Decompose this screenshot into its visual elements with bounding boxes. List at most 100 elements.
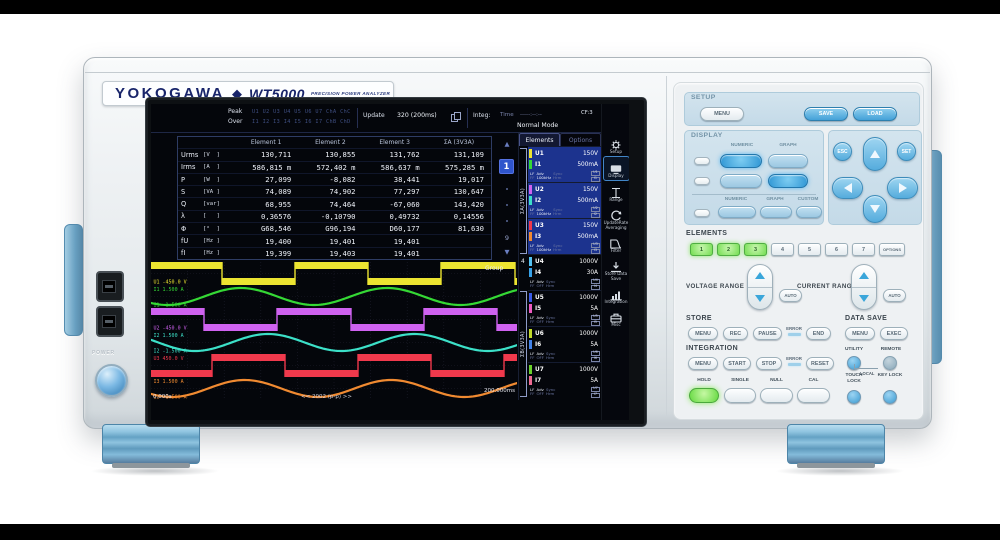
store-menu-button[interactable]: MENU — [688, 327, 718, 340]
sidebar-item-updaterate-averaging[interactable]: UpdateRate Averaging — [603, 204, 630, 232]
tab-elements[interactable]: Elements — [519, 133, 560, 146]
element-block-3[interactable]: U3 150V I3 500mA LF FF Adv 100kHz Sync Hrm U3 I3 — [528, 218, 602, 254]
integration-start-button[interactable]: START — [723, 357, 751, 370]
custom-numeric-button[interactable] — [718, 206, 756, 218]
save-button[interactable]: SAVE — [804, 107, 848, 121]
esc-button[interactable]: ESC — [833, 142, 852, 161]
up-arrow-button[interactable] — [863, 137, 887, 171]
voltage-range-up-button[interactable] — [748, 265, 772, 287]
lf-ff-setting: LF FF — [530, 170, 535, 180]
sync-source-box: I7 — [591, 392, 600, 398]
custom-button[interactable] — [796, 206, 822, 218]
measurement-value: 130,711 — [260, 150, 292, 160]
svg-text:U1 450.0 V: U1 450.0 V — [154, 264, 184, 270]
measurement-value: 19,400 — [265, 236, 292, 246]
current-row: I3 500mA — [529, 231, 600, 242]
up-triangle-icon — [755, 272, 765, 280]
numeric-display-button[interactable] — [720, 154, 762, 168]
last-page[interactable]: 9 — [504, 234, 510, 242]
integration-title: INTEGRATION — [686, 345, 739, 352]
sidebar-item-setup[interactable]: Setup — [603, 133, 630, 156]
load-button[interactable]: LOAD — [853, 107, 897, 121]
sidebar-item-label: Store Data Save — [604, 271, 628, 282]
right-arrow-button[interactable] — [887, 177, 918, 199]
measurement-unit-label: [ ] — [203, 213, 220, 220]
sidebar-item-store-data-save[interactable]: Store Data Save — [603, 255, 630, 283]
left-arrow-button[interactable] — [832, 177, 863, 199]
power-label: POWER — [92, 350, 115, 356]
page-up-arrow[interactable]: ▲ — [504, 140, 510, 148]
usb-port-2[interactable] — [96, 306, 124, 337]
svg-text:I3 1.500 A: I3 1.500 A — [154, 379, 184, 385]
element-7-button[interactable]: 7 — [852, 243, 875, 256]
null-button[interactable] — [760, 388, 793, 403]
voltage-auto-button[interactable]: AUTO — [779, 289, 802, 302]
element-4-button[interactable]: 4 — [771, 243, 794, 256]
adv-freq-setting: Adv 100kHz — [536, 206, 552, 216]
touch-lock-button[interactable] — [847, 390, 861, 404]
graph-display-button-2[interactable] — [768, 174, 808, 188]
element-buttons: 1 2 3 4 5 6 7 OPTIONS — [690, 243, 905, 256]
cal-button[interactable] — [797, 388, 830, 403]
page-down-arrow[interactable]: ▼ — [504, 248, 510, 256]
current-color-bar — [529, 376, 532, 385]
setup-menu-button[interactable]: MENU — [700, 107, 744, 121]
integration-stop-button[interactable]: STOP — [756, 357, 782, 370]
down-triangle-icon — [755, 294, 765, 302]
element-1-button[interactable]: 1 — [690, 243, 713, 256]
integration-reset-button[interactable]: RESET — [806, 357, 834, 370]
channel-range: 150V — [582, 186, 598, 193]
integration-menu-button[interactable]: MENU — [688, 357, 718, 370]
down-arrow-button[interactable] — [863, 195, 887, 223]
data-save-menu-button[interactable]: MENU — [845, 327, 875, 340]
utility-button[interactable] — [847, 356, 861, 370]
element-block-1[interactable]: U1 150V I1 500mA LF FF Adv 100kHz Sync Hrm U1 I1 — [528, 146, 602, 182]
tab-options[interactable]: Options — [560, 133, 601, 146]
store-pause-button[interactable]: PAUSE — [753, 327, 782, 340]
channel-name: U4 — [535, 258, 544, 265]
element-5-button[interactable]: 5 — [798, 243, 821, 256]
hold-button[interactable] — [689, 388, 719, 403]
element-block-5[interactable]: U5 1000V I5 5A LF FF Adv OFF Sync Hrm U5 I5 — [528, 290, 602, 326]
numeric-display-button-2[interactable] — [720, 174, 762, 188]
element-2-button[interactable]: 2 — [717, 243, 740, 256]
current-range-up-button[interactable] — [852, 265, 876, 287]
single-button[interactable] — [724, 388, 756, 403]
up-triangle-icon — [859, 272, 869, 280]
element-block-6[interactable]: U6 1000V I6 5A LF FF Adv OFF Sync Hrm U6 I6 — [528, 326, 602, 362]
key-lock-button[interactable] — [883, 390, 897, 404]
sidebar-item-range[interactable]: Range — [603, 181, 630, 204]
element-block-2[interactable]: U2 150V I2 500mA LF FF Adv 100kHz Sync Hrm U2 I2 — [528, 182, 602, 218]
element-3-button[interactable]: 3 — [744, 243, 767, 256]
usb-port-1[interactable] — [96, 271, 124, 302]
shadow — [90, 466, 220, 476]
voltage-color-bar — [529, 365, 532, 374]
sidebar-item-filter[interactable]: Filter — [603, 232, 630, 255]
channel-name: I5 — [535, 305, 542, 312]
element-6-button[interactable]: 6 — [825, 243, 848, 256]
sidebar-item-display[interactable]: Display — [602, 156, 629, 182]
sidebar-item-misc[interactable]: Misc — [603, 306, 630, 329]
sync-hrm-setting: Sync Hrm — [553, 206, 563, 216]
element-block-4[interactable]: U4 1000V I4 30A LF FF Adv OFF Sync Hrm U4 I4 — [528, 254, 602, 290]
voltage-range-down-button[interactable] — [748, 286, 772, 310]
graph-display-button[interactable] — [768, 154, 808, 168]
data-save-exec-button[interactable]: EXEC — [880, 327, 908, 340]
current-range-down-button[interactable] — [852, 286, 876, 310]
sidebar-item-integration[interactable]: Integration — [603, 283, 630, 306]
element-block-7[interactable]: U7 1000V I7 5A LF FF Adv OFF Sync Hrm U7 I7 — [528, 362, 602, 398]
display-indicator-2[interactable] — [694, 177, 710, 185]
store-end-button[interactable]: END — [806, 327, 831, 340]
sidebar-item-label: Misc — [611, 322, 621, 328]
power-button[interactable] — [95, 364, 128, 397]
data-save-title: DATA SAVE — [845, 315, 888, 322]
set-button[interactable]: SET — [897, 142, 916, 161]
options-button[interactable]: OPTIONS — [879, 243, 905, 256]
current-auto-button[interactable]: AUTO — [883, 289, 906, 302]
display-indicator-1[interactable] — [694, 157, 710, 165]
store-rec-button[interactable]: REC — [723, 327, 748, 340]
display-indicator-3[interactable] — [694, 209, 710, 217]
custom-graph-button[interactable] — [760, 206, 792, 218]
current-page[interactable]: 1 — [499, 159, 514, 174]
channel-name: U6 — [535, 330, 544, 337]
